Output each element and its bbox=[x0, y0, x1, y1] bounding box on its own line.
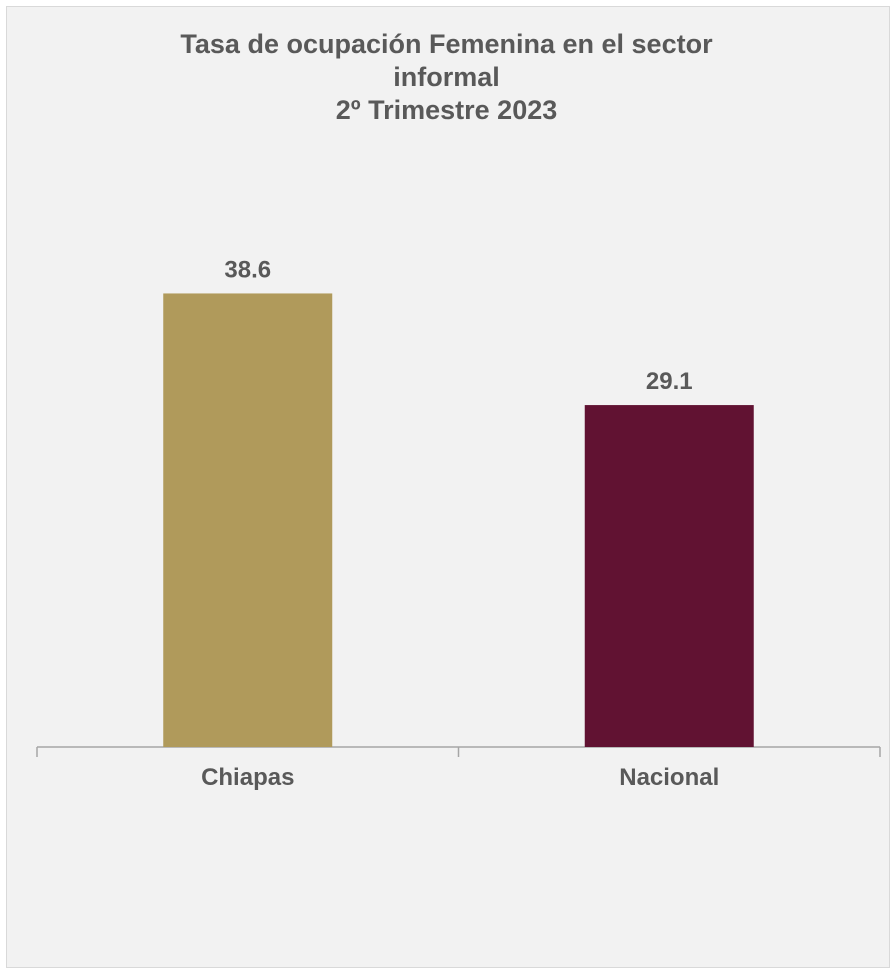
labels: 38.6 Chiapas 29.1 Nacional bbox=[201, 256, 719, 791]
chart-title-line-1: Tasa de ocupación Femenina en el sector bbox=[180, 29, 713, 59]
category-label-nacional: Nacional bbox=[619, 764, 719, 791]
x-axis bbox=[36, 746, 881, 757]
chart-title-line-3: 2º Trimestre 2023 bbox=[335, 95, 558, 125]
category-label-chiapas: Chiapas bbox=[201, 764, 294, 791]
bar-nacional bbox=[584, 405, 754, 747]
chart-title: Tasa de ocupación Femenina en el sector … bbox=[0, 28, 893, 127]
bars bbox=[163, 293, 754, 747]
chart-title-line-2: informal bbox=[393, 62, 500, 92]
bar-chiapas bbox=[163, 293, 333, 747]
data-label-chiapas: 38.6 bbox=[224, 256, 271, 283]
data-label-nacional: 29.1 bbox=[646, 368, 693, 395]
